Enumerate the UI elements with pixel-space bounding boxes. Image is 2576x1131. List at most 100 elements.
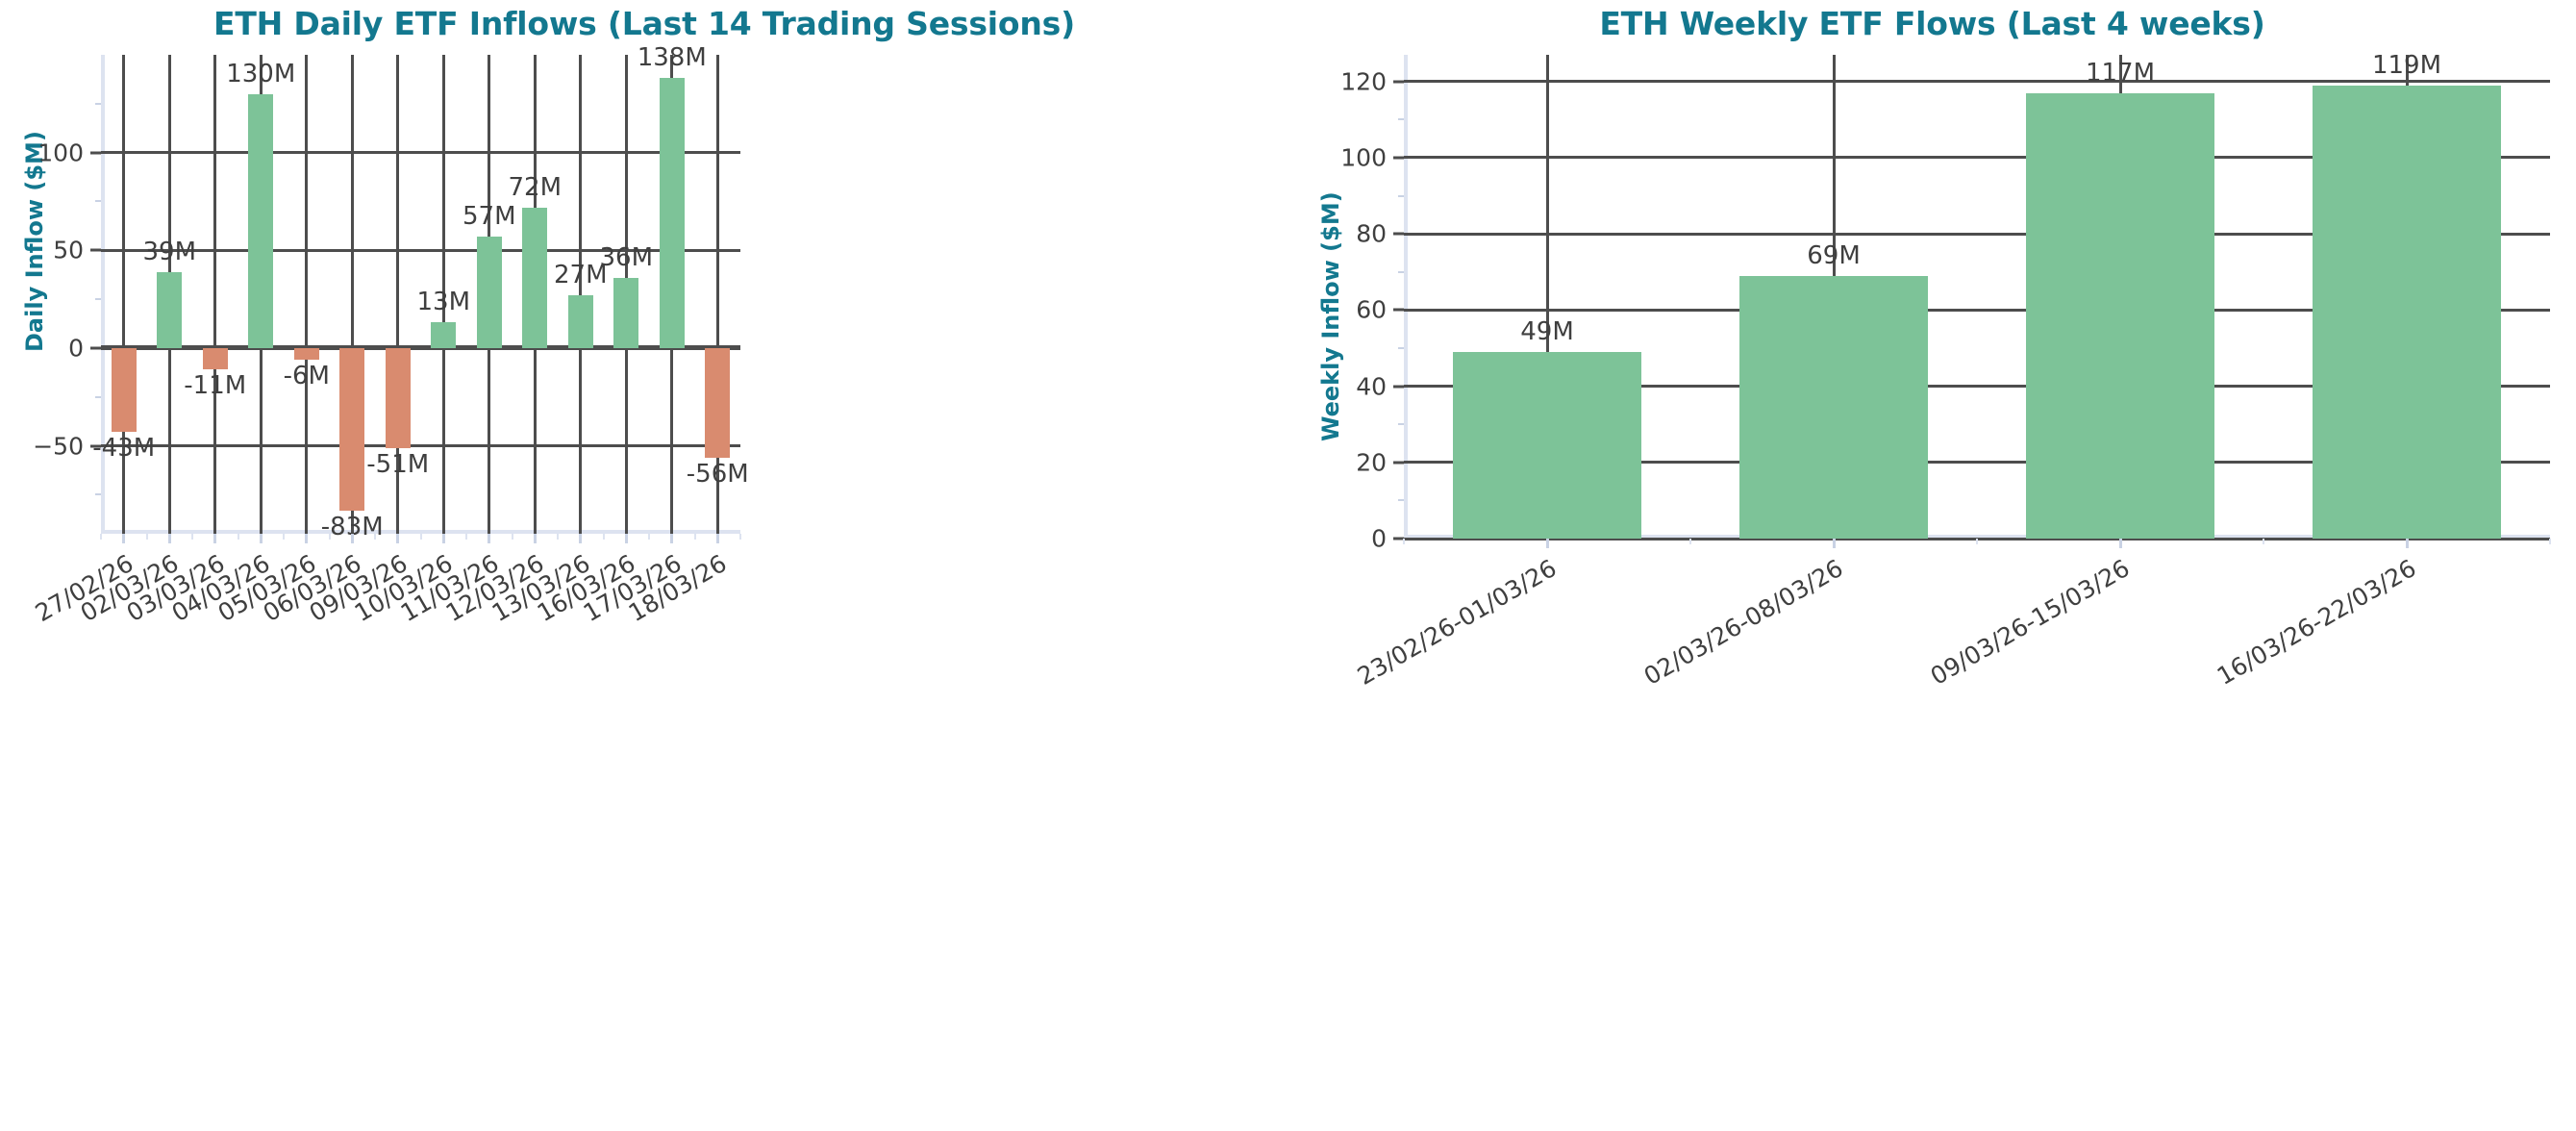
bar[interactable] bbox=[705, 347, 731, 458]
y-tick-label: 60 bbox=[1356, 295, 1387, 324]
plot-area-daily: -43M 39M -11M 130M -6M -83M -51M 13M 57M 72M 27M 36… bbox=[92, 43, 748, 540]
bar[interactable] bbox=[2025, 92, 2215, 539]
y-tick-mark bbox=[1393, 80, 1404, 84]
bar[interactable] bbox=[476, 237, 502, 348]
bar-value-label: 57M bbox=[462, 202, 516, 232]
bar[interactable] bbox=[1738, 275, 1929, 539]
bar[interactable] bbox=[431, 322, 457, 348]
gridline-vertical bbox=[441, 55, 445, 534]
chart-panel-daily: ETH Daily ETF Inflows (Last 14 Trading S… bbox=[21, 5, 1075, 627]
bar[interactable] bbox=[157, 271, 183, 348]
x-minor-tick bbox=[145, 534, 148, 540]
bar[interactable] bbox=[613, 277, 639, 348]
bar-value-label: 72M bbox=[508, 172, 563, 202]
x-tick-mark bbox=[259, 534, 263, 543]
x-tick-mark bbox=[2118, 539, 2122, 548]
bar[interactable] bbox=[202, 347, 228, 370]
bar[interactable] bbox=[567, 295, 593, 348]
gridline-vertical bbox=[213, 55, 217, 534]
y-tick-label: 40 bbox=[1356, 372, 1387, 401]
bar-value-label: -6M bbox=[283, 362, 330, 391]
y-tick-label: 80 bbox=[1356, 219, 1387, 248]
bar-value-label: 39M bbox=[142, 237, 197, 266]
bar[interactable] bbox=[659, 78, 685, 348]
y-tick-label: 100 bbox=[1340, 143, 1387, 172]
bar[interactable] bbox=[248, 93, 274, 348]
bar-value-label: 49M bbox=[1520, 316, 1574, 346]
y-minor-tick bbox=[95, 200, 101, 203]
x-tick-mark bbox=[396, 534, 400, 543]
gridline-horizontal bbox=[101, 444, 740, 448]
axis-spine-bottom-daily bbox=[101, 530, 740, 534]
bar-value-label: 36M bbox=[599, 242, 654, 272]
x-tick-mark bbox=[441, 534, 445, 543]
bar-value-label: 27M bbox=[553, 261, 608, 290]
y-minor-tick bbox=[1398, 118, 1404, 121]
axis-spine-left-daily bbox=[101, 55, 105, 534]
gridline-horizontal bbox=[1404, 461, 2550, 465]
bar-value-label: -43M bbox=[92, 434, 156, 464]
bar[interactable] bbox=[2312, 85, 2502, 539]
gridline-horizontal bbox=[1404, 385, 2550, 389]
chart-title-weekly: ETH Weekly ETF Flows (Last 4 weeks) bbox=[1599, 5, 2265, 42]
y-tick-label: 0 bbox=[68, 334, 84, 363]
plot-area-weekly: 49M 69M 117M 119M bbox=[1404, 51, 2550, 540]
y-minor-tick bbox=[95, 493, 101, 496]
x-tick-mark bbox=[579, 534, 583, 543]
gridline-horizontal bbox=[101, 345, 740, 351]
x-tick-mark bbox=[167, 534, 171, 543]
x-minor-tick bbox=[1689, 539, 1691, 544]
y-minor-tick bbox=[1398, 270, 1404, 273]
x-tick-mark bbox=[533, 534, 537, 543]
y-tick-mark bbox=[90, 444, 101, 448]
y-tick-mark bbox=[1393, 461, 1404, 465]
gridline-horizontal bbox=[1404, 156, 2550, 160]
bar[interactable] bbox=[385, 347, 411, 448]
gridline-horizontal bbox=[101, 248, 740, 252]
x-minor-tick bbox=[602, 534, 605, 540]
gridline-vertical bbox=[396, 55, 400, 534]
x-minor-tick bbox=[465, 534, 467, 540]
y-tick-mark bbox=[1393, 308, 1404, 312]
y-tick-label: 50 bbox=[53, 236, 84, 264]
bar-value-label: -51M bbox=[366, 449, 430, 479]
bar[interactable] bbox=[111, 347, 137, 433]
bar-value-label: -11M bbox=[184, 371, 247, 401]
bar[interactable] bbox=[1452, 351, 1642, 539]
gridline-vertical bbox=[579, 55, 583, 534]
x-tick-mark bbox=[670, 534, 674, 543]
bar-value-label: 13M bbox=[416, 288, 471, 317]
x-tick-mark bbox=[624, 534, 628, 543]
y-tick-mark bbox=[1393, 385, 1404, 389]
gridline-vertical bbox=[350, 55, 354, 534]
x-tick-mark bbox=[122, 534, 126, 543]
bar[interactable] bbox=[339, 347, 365, 511]
x-minor-tick bbox=[191, 534, 193, 540]
bar-value-label: 138M bbox=[637, 43, 707, 73]
x-minor-tick bbox=[693, 534, 696, 540]
x-minor-tick bbox=[2549, 539, 2551, 544]
y-tick-label: 120 bbox=[1340, 67, 1387, 96]
x-minor-tick bbox=[1976, 539, 1978, 544]
x-minor-tick bbox=[419, 534, 422, 540]
bar-value-label: 130M bbox=[226, 59, 296, 88]
y-tick-mark bbox=[90, 346, 101, 350]
x-tick-mark bbox=[715, 534, 719, 543]
bar[interactable] bbox=[522, 207, 548, 348]
y-tick-label: −50 bbox=[33, 432, 84, 461]
bar[interactable] bbox=[293, 347, 319, 361]
x-tick-label: 09/03/26-15/03/26 bbox=[1925, 554, 2135, 691]
x-tick-mark bbox=[1545, 539, 1549, 548]
x-minor-tick bbox=[648, 534, 650, 540]
gridline-horizontal bbox=[1404, 232, 2550, 236]
y-tick-mark bbox=[1393, 156, 1404, 160]
x-minor-tick bbox=[328, 534, 331, 540]
gridline-vertical bbox=[122, 55, 126, 534]
y-minor-tick bbox=[95, 102, 101, 105]
gridline-vertical bbox=[1545, 55, 1549, 539]
gridline-vertical bbox=[305, 55, 309, 534]
y-tick-label: 100 bbox=[38, 138, 84, 167]
x-minor-tick bbox=[374, 534, 376, 540]
x-tick-mark bbox=[1832, 539, 1836, 548]
x-tick-mark bbox=[350, 534, 354, 543]
